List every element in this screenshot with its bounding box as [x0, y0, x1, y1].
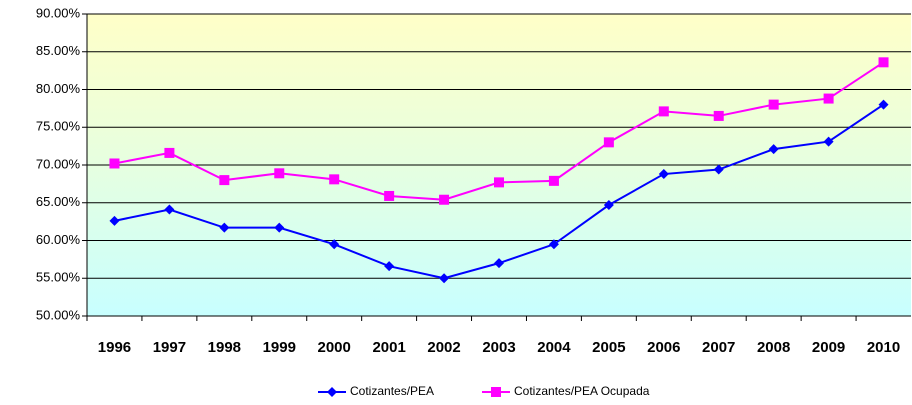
- marker: [219, 175, 230, 186]
- x-tick-label: 1998: [208, 339, 241, 356]
- marker: [603, 200, 614, 211]
- marker: [164, 204, 175, 215]
- marker: [329, 174, 340, 185]
- marker: [439, 194, 450, 205]
- marker: [823, 93, 834, 104]
- x-tick-label: 2002: [427, 339, 460, 356]
- marker: [329, 239, 340, 250]
- y-tick-label: 55.00%: [36, 270, 81, 285]
- y-tick-label: 90.00%: [36, 5, 81, 20]
- y-tick-label: 65.00%: [36, 194, 81, 209]
- marker: [109, 215, 120, 226]
- x-tick-label: 1996: [98, 339, 131, 356]
- legend-label: Cotizantes/PEA Ocupada: [514, 384, 650, 398]
- marker: [603, 137, 614, 148]
- x-tick-label: 2006: [647, 339, 680, 356]
- x-tick-label: 2005: [592, 339, 625, 356]
- x-tick-label: 2010: [867, 339, 900, 356]
- marker: [164, 147, 175, 158]
- marker: [274, 168, 285, 179]
- x-tick-label: 2003: [482, 339, 515, 356]
- marker: [713, 164, 724, 175]
- marker: [109, 158, 120, 169]
- marker: [384, 261, 395, 272]
- marker: [491, 387, 501, 397]
- legend-label: Cotizantes/PEA: [350, 384, 434, 398]
- marker: [878, 99, 889, 110]
- x-tick-label: 2000: [318, 339, 351, 356]
- marker: [548, 239, 559, 250]
- y-tick-label: 50.00%: [36, 307, 81, 322]
- marker: [658, 106, 669, 117]
- marker: [327, 387, 337, 397]
- y-tick-label: 60.00%: [36, 232, 81, 247]
- y-tick-label: 80.00%: [36, 81, 81, 96]
- y-tick-label: 75.00%: [36, 119, 81, 134]
- marker: [713, 110, 724, 121]
- marker: [494, 177, 504, 188]
- x-tick-label: 2009: [812, 339, 845, 356]
- marker: [658, 169, 669, 180]
- marker: [274, 222, 285, 233]
- marker: [548, 175, 559, 186]
- x-tick-label: 2008: [757, 339, 790, 356]
- y-tick-label: 70.00%: [36, 156, 81, 171]
- x-tick-label: 1999: [263, 339, 296, 356]
- x-tick-label: 2007: [702, 339, 735, 356]
- marker: [439, 273, 450, 284]
- marker: [878, 57, 889, 68]
- marker: [768, 99, 779, 110]
- marker: [823, 136, 834, 147]
- x-tick-label: 2001: [372, 339, 405, 356]
- x-tick-label: 1997: [153, 339, 186, 356]
- marker: [384, 190, 395, 201]
- marker: [768, 144, 779, 155]
- y-tick-label: 85.00%: [36, 43, 81, 58]
- marker: [494, 258, 504, 269]
- marker: [219, 222, 230, 233]
- x-tick-label: 2004: [537, 339, 571, 356]
